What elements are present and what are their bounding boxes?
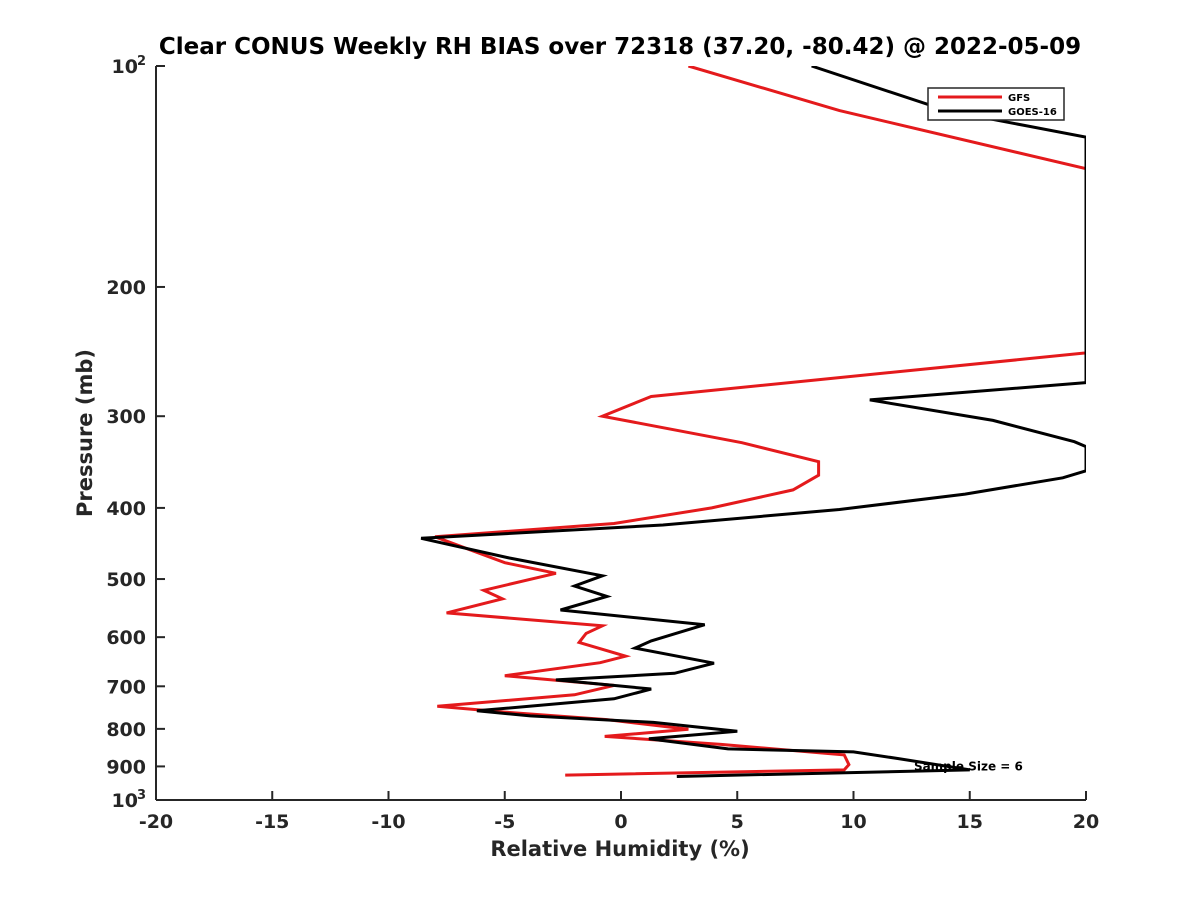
series-line-goes-16 — [420, 66, 1086, 778]
x-tick-label: -15 — [255, 811, 289, 833]
legend-box — [927, 87, 1065, 121]
legend: GFS GOES-16 — [927, 87, 1065, 121]
annotations-layer: Sample Size = 6 — [914, 759, 1023, 773]
y-tick-label: 200 — [106, 277, 146, 299]
y-tick-label: 700 — [106, 676, 146, 698]
y-tick-label: 900 — [106, 756, 146, 778]
y-tick-label-base: 10 — [112, 790, 138, 812]
y-tick-label: 800 — [106, 719, 146, 741]
x-tick-label: -5 — [494, 811, 515, 833]
y-tick-label: 400 — [106, 498, 146, 520]
x-tick-label: 0 — [614, 811, 627, 833]
series-layer — [420, 66, 1086, 778]
x-tick-label: 20 — [1073, 811, 1099, 833]
y-tick-label: 600 — [106, 627, 146, 649]
y-tick-label-exponent: 2 — [137, 54, 146, 69]
y-axis-label: Pressure (mb) — [73, 349, 97, 517]
y-tick-label: 300 — [106, 406, 146, 428]
x-tick-label: -10 — [371, 811, 405, 833]
y-tick-label-base: 10 — [112, 56, 138, 78]
x-tick-label: 5 — [731, 811, 744, 833]
legend-entry-label: GOES-16 — [1008, 107, 1057, 118]
y-tick-label: 500 — [106, 569, 146, 591]
x-axis-label: Relative Humidity (%) — [490, 837, 749, 861]
series-line-gfs — [434, 66, 1086, 777]
x-tick-label: -20 — [139, 811, 173, 833]
x-tick-label: 10 — [840, 811, 866, 833]
y-tick-label: 210 — [112, 54, 146, 78]
chart-title: Clear CONUS Weekly RH BIAS over 72318 (3… — [159, 34, 1081, 60]
axes-layer: -20 -15 -10 -5 0 5 10 15 20210200300400500600700… — [106, 54, 1099, 833]
x-tick-label: 15 — [957, 811, 983, 833]
y-tick-label: 310 — [112, 788, 146, 812]
legend-entry-label: GFS — [1008, 93, 1030, 104]
sample-size-annotation: Sample Size = 6 — [914, 759, 1023, 773]
y-tick-label-exponent: 3 — [137, 788, 146, 803]
